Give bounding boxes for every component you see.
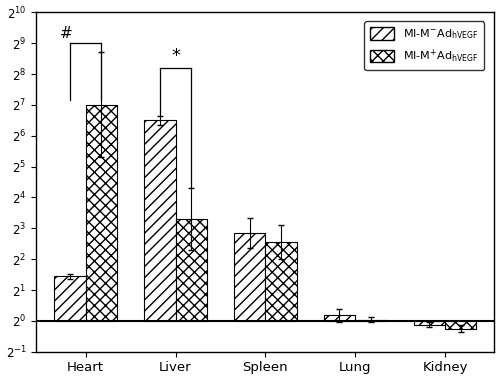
Bar [86,105,117,321]
Bar [234,233,266,321]
Bar [324,315,355,321]
Bar [144,120,176,321]
Bar [176,219,207,321]
Text: #: # [60,26,72,41]
Text: *: * [171,48,180,65]
Bar [266,242,297,321]
Bar [445,321,476,329]
Bar [414,321,445,325]
Bar [54,276,86,321]
Bar [355,320,386,321]
Legend: MI-M$^{-}$Ad$_{\mathregular{hVEGF}}$, MI-M$^{+}$Ad$_{\mathregular{hVEGF}}$: MI-M$^{-}$Ad$_{\mathregular{hVEGF}}$, MI… [364,21,484,70]
